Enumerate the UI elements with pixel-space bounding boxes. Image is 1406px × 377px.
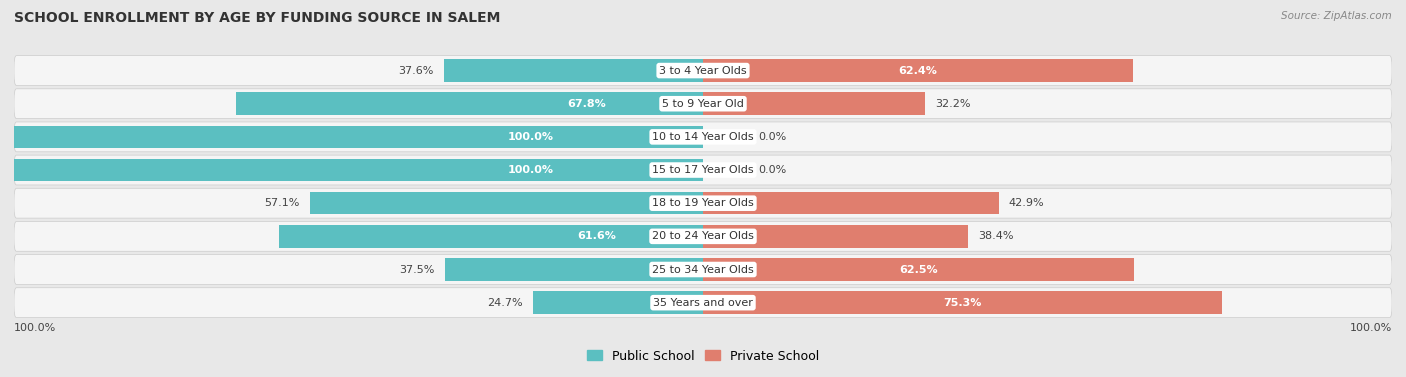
Bar <box>14 126 703 148</box>
Text: 0.0%: 0.0% <box>758 165 786 175</box>
Bar <box>703 225 967 248</box>
Text: 0.0%: 0.0% <box>758 132 786 142</box>
Bar <box>533 291 703 314</box>
Text: 37.5%: 37.5% <box>399 265 434 274</box>
FancyBboxPatch shape <box>14 56 1392 86</box>
Bar <box>703 92 925 115</box>
FancyBboxPatch shape <box>14 254 1392 284</box>
Text: Source: ZipAtlas.com: Source: ZipAtlas.com <box>1281 11 1392 21</box>
Bar <box>444 59 703 82</box>
Text: 67.8%: 67.8% <box>567 99 606 109</box>
FancyBboxPatch shape <box>14 188 1392 218</box>
Text: 5 to 9 Year Old: 5 to 9 Year Old <box>662 99 744 109</box>
Legend: Public School, Private School: Public School, Private School <box>582 345 824 368</box>
Text: 24.7%: 24.7% <box>486 298 523 308</box>
Text: 100.0%: 100.0% <box>508 165 554 175</box>
Text: 15 to 17 Year Olds: 15 to 17 Year Olds <box>652 165 754 175</box>
Text: 37.6%: 37.6% <box>398 66 433 75</box>
Text: 57.1%: 57.1% <box>264 198 299 208</box>
Bar <box>703 192 998 215</box>
FancyBboxPatch shape <box>14 122 1392 152</box>
Text: 62.4%: 62.4% <box>898 66 938 75</box>
Text: 18 to 19 Year Olds: 18 to 19 Year Olds <box>652 198 754 208</box>
Bar <box>14 159 703 181</box>
FancyBboxPatch shape <box>14 89 1392 119</box>
Text: 42.9%: 42.9% <box>1010 198 1045 208</box>
Text: 100.0%: 100.0% <box>1350 323 1392 333</box>
Text: 10 to 14 Year Olds: 10 to 14 Year Olds <box>652 132 754 142</box>
Text: 75.3%: 75.3% <box>943 298 981 308</box>
Text: 100.0%: 100.0% <box>508 132 554 142</box>
Text: 20 to 24 Year Olds: 20 to 24 Year Olds <box>652 231 754 241</box>
Text: SCHOOL ENROLLMENT BY AGE BY FUNDING SOURCE IN SALEM: SCHOOL ENROLLMENT BY AGE BY FUNDING SOUR… <box>14 11 501 25</box>
Text: 62.5%: 62.5% <box>898 265 938 274</box>
FancyBboxPatch shape <box>14 221 1392 251</box>
FancyBboxPatch shape <box>14 288 1392 317</box>
Bar <box>444 258 703 281</box>
Bar <box>703 258 1133 281</box>
Text: 32.2%: 32.2% <box>935 99 970 109</box>
Bar <box>703 59 1133 82</box>
Bar <box>703 291 1222 314</box>
Text: 61.6%: 61.6% <box>578 231 616 241</box>
Text: 3 to 4 Year Olds: 3 to 4 Year Olds <box>659 66 747 75</box>
Bar <box>236 92 703 115</box>
Text: 38.4%: 38.4% <box>979 231 1014 241</box>
FancyBboxPatch shape <box>14 155 1392 185</box>
Bar <box>309 192 703 215</box>
Text: 25 to 34 Year Olds: 25 to 34 Year Olds <box>652 265 754 274</box>
Text: 35 Years and over: 35 Years and over <box>652 298 754 308</box>
Text: 100.0%: 100.0% <box>14 323 56 333</box>
Bar <box>278 225 703 248</box>
